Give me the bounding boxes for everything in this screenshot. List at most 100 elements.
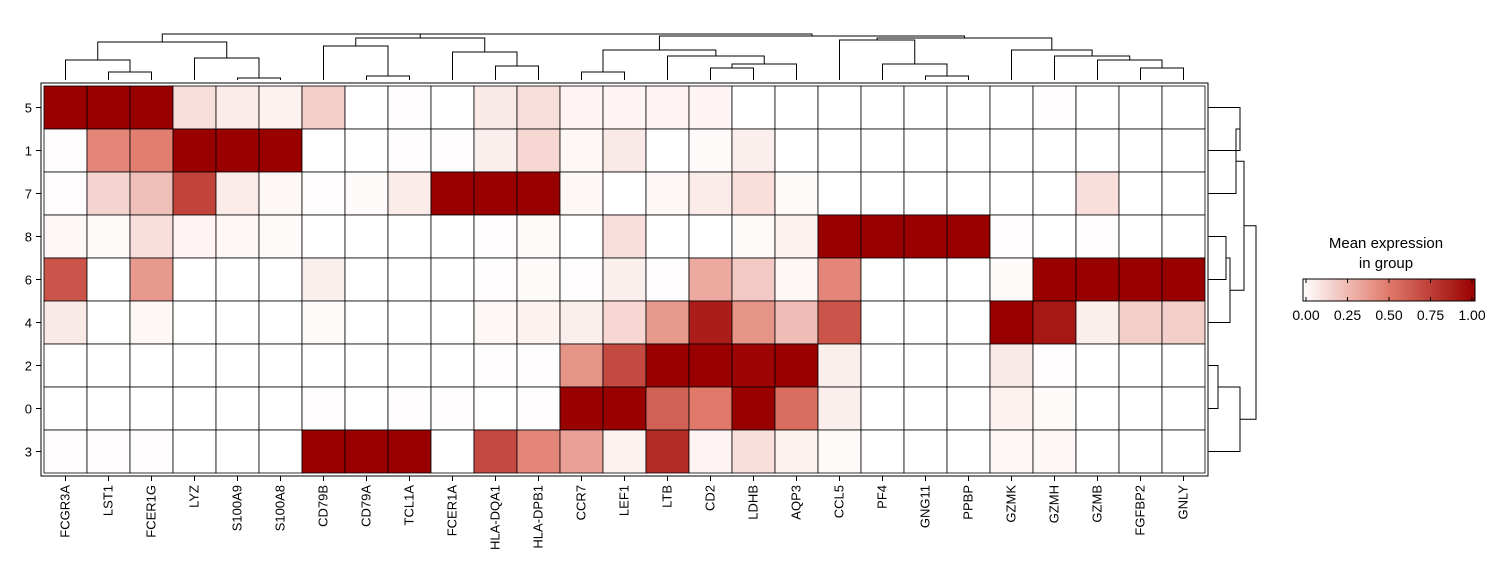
heatmap-cell-1-CCL5	[817, 128, 862, 173]
heatmap-cell-3-S100A8	[258, 429, 303, 474]
heatmap-cell-4-GNLY	[1161, 300, 1206, 345]
heatmap-cell-5-GNG11	[903, 85, 948, 130]
heatmap-cell-3-CCR7	[559, 429, 604, 474]
heatmap-cell-6-PF4	[860, 257, 905, 302]
heatmap-cell-3-CD2	[688, 429, 733, 474]
heatmap-cell-0-CCR7	[559, 386, 604, 431]
heatmap-cell-8-PPBP	[946, 214, 991, 259]
heatmap-cell-6-TCL1A	[387, 257, 432, 302]
heatmap-cell-4-GZMK	[989, 300, 1034, 345]
y-tick-label: 7	[25, 187, 32, 202]
heatmap-cell-7-GNLY	[1161, 171, 1206, 216]
heatmap-cell-8-TCL1A	[387, 214, 432, 259]
heatmap-cell-5-CD2	[688, 85, 733, 130]
heatmap-cell-8-HLA-DPB1	[516, 214, 561, 259]
heatmap-cell-6-LDHB	[731, 257, 776, 302]
heatmap-cell-5-GNLY	[1161, 85, 1206, 130]
heatmap-cell-4-GZMB	[1075, 300, 1120, 345]
heatmap-cell-7-PF4	[860, 171, 905, 216]
x-tick-label: GZMB	[1090, 485, 1105, 523]
heatmap-cell-6-HLA-DQA1	[473, 257, 518, 302]
heatmap-cell-6-GNLY	[1161, 257, 1206, 302]
heatmap-cell-1-HLA-DQA1	[473, 128, 518, 173]
heatmap-cell-4-PF4	[860, 300, 905, 345]
x-tick-label: S100A8	[273, 485, 288, 531]
heatmap-cell-4-FCER1G	[129, 300, 174, 345]
heatmap-cell-4-LYZ	[172, 300, 217, 345]
heatmap-cell-0-LDHB	[731, 386, 776, 431]
heatmap-cell-4-CCR7	[559, 300, 604, 345]
heatmap-cell-6-FCGR3A	[43, 257, 88, 302]
x-tick-label: CD79B	[316, 485, 331, 527]
x-tick-label: FCER1G	[144, 485, 159, 538]
heatmap-cell-3-CD79B	[301, 429, 346, 474]
heatmap-cell-4-LST1	[86, 300, 131, 345]
heatmap-cell-4-S100A8	[258, 300, 303, 345]
heatmap-cell-1-FCGR3A	[43, 128, 88, 173]
heatmap-cell-4-AQP3	[774, 300, 819, 345]
heatmap-cell-0-GZMK	[989, 386, 1034, 431]
heatmap-cell-3-CCL5	[817, 429, 862, 474]
x-tick-label: HLA-DQA1	[488, 485, 503, 550]
heatmap-cell-0-LTB	[645, 386, 690, 431]
heatmap-cell-7-TCL1A	[387, 171, 432, 216]
heatmap-cell-2-S100A8	[258, 343, 303, 388]
heatmap-cell-7-FCGR3A	[43, 171, 88, 216]
heatmap-cell-2-FCGR3A	[43, 343, 88, 388]
heatmap-cell-1-LEF1	[602, 128, 647, 173]
heatmap-cell-3-LTB	[645, 429, 690, 474]
heatmap-cell-1-S100A8	[258, 128, 303, 173]
x-tick-label: LST1	[101, 485, 116, 516]
heatmap-cell-8-GZMH	[1032, 214, 1077, 259]
heatmap-cell-7-HLA-DQA1	[473, 171, 518, 216]
heatmap-cell-8-FCER1G	[129, 214, 174, 259]
y-tick-label: 6	[25, 273, 32, 288]
heatmap-cell-8-LTB	[645, 214, 690, 259]
x-tick-label: S100A9	[230, 485, 245, 531]
heatmap-cell-2-LYZ	[172, 343, 217, 388]
right-dendrogram	[1208, 107, 1257, 452]
heatmap-cell-7-FCER1A	[430, 171, 475, 216]
y-tick-label: 8	[25, 230, 32, 245]
heatmap-cell-3-HLA-DQA1	[473, 429, 518, 474]
heatmap-cell-5-LTB	[645, 85, 690, 130]
heatmap-cell-0-FCGR3A	[43, 386, 88, 431]
heatmap-cell-0-GZMH	[1032, 386, 1077, 431]
heatmap-cell-2-LEF1	[602, 343, 647, 388]
heatmap-cell-3-LYZ	[172, 429, 217, 474]
heatmap-cell-5-FCER1A	[430, 85, 475, 130]
heatmap-cell-5-FGFBP2	[1118, 85, 1163, 130]
heatmap-cell-8-GZMK	[989, 214, 1034, 259]
heatmap-cell-7-LYZ	[172, 171, 217, 216]
heatmap-cell-4-CCL5	[817, 300, 862, 345]
y-tick-label: 3	[25, 445, 32, 460]
heatmap-cell-7-CD79B	[301, 171, 346, 216]
heatmap-cell-8-GZMB	[1075, 214, 1120, 259]
heatmap-cell-4-FGFBP2	[1118, 300, 1163, 345]
x-tick-label: AQP3	[789, 485, 804, 520]
x-tick-label: PF4	[875, 485, 890, 509]
y-axis: 5 1 7 8 6 4 2 0 3	[25, 101, 41, 460]
heatmap-cell-2-PPBP	[946, 343, 991, 388]
heatmap-cell-6-FCER1G	[129, 257, 174, 302]
heatmap-cell-2-GNLY	[1161, 343, 1206, 388]
heatmap-cell-6-S100A8	[258, 257, 303, 302]
heatmap-cell-4-GZMH	[1032, 300, 1077, 345]
heatmap-cell-7-PPBP	[946, 171, 991, 216]
heatmap-cell-3-TCL1A	[387, 429, 432, 474]
heatmap-cell-0-S100A9	[215, 386, 260, 431]
heatmap-cells	[43, 85, 1206, 474]
heatmap-cell-7-CD79A	[344, 171, 389, 216]
x-tick-label: CCR7	[574, 485, 589, 520]
heatmap-cell-5-CD79A	[344, 85, 389, 130]
heatmap-cell-0-LST1	[86, 386, 131, 431]
heatmap-cell-1-CD2	[688, 128, 733, 173]
heatmap-cell-2-CD79A	[344, 343, 389, 388]
heatmap-cell-5-GZMB	[1075, 85, 1120, 130]
x-tick-label: GNLY	[1176, 485, 1191, 520]
heatmap-cell-1-LTB	[645, 128, 690, 173]
heatmap-cell-5-GZMK	[989, 85, 1034, 130]
heatmap-cell-2-S100A9	[215, 343, 260, 388]
heatmap-cell-8-CD79A	[344, 214, 389, 259]
